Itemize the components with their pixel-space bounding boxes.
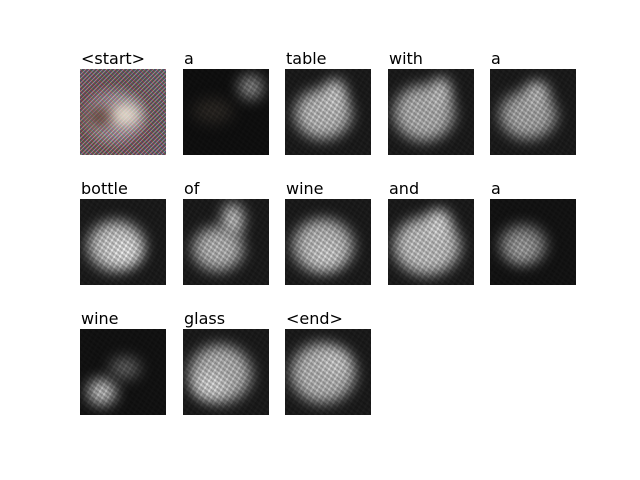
attention-map (285, 199, 371, 285)
attention-cell-5: bottle (80, 179, 166, 285)
caption-word: glass (183, 309, 234, 329)
attention-cell-12: <end> (285, 309, 371, 415)
attention-map (183, 329, 269, 415)
caption-word: and (388, 179, 428, 199)
attention-map (80, 199, 166, 285)
caption-word: a (183, 49, 202, 69)
original-image (80, 69, 166, 155)
attention-cell-7: wine (285, 179, 371, 285)
attention-map (80, 329, 166, 415)
attention-map (183, 199, 269, 285)
attention-cell-2: table (285, 49, 371, 155)
attention-cell-10: wine (80, 309, 166, 415)
caption-word: bottle (80, 179, 136, 199)
attention-cell-11: glass (183, 309, 269, 415)
caption-word: of (183, 179, 208, 199)
caption-word: wine (80, 309, 127, 329)
attention-cell-3: with (388, 49, 474, 155)
caption-word: with (388, 49, 431, 69)
attention-cell-8: and (388, 179, 474, 285)
attention-cell-1: a (183, 49, 269, 155)
attention-map (388, 69, 474, 155)
attention-map (285, 69, 371, 155)
attention-map (388, 199, 474, 285)
caption-word: table (285, 49, 335, 69)
caption-word: wine (285, 179, 332, 199)
attention-map (183, 69, 269, 155)
attention-cell-9: a (490, 179, 576, 285)
caption-word: a (490, 179, 509, 199)
attention-cell-0: <start> (80, 49, 166, 155)
attention-cell-6: of (183, 179, 269, 285)
caption-word: <start> (80, 49, 154, 69)
caption-word: a (490, 49, 509, 69)
attention-map (285, 329, 371, 415)
attention-cell-4: a (490, 49, 576, 155)
attention-map (490, 199, 576, 285)
caption-word: <end> (285, 309, 351, 329)
attention-map (490, 69, 576, 155)
